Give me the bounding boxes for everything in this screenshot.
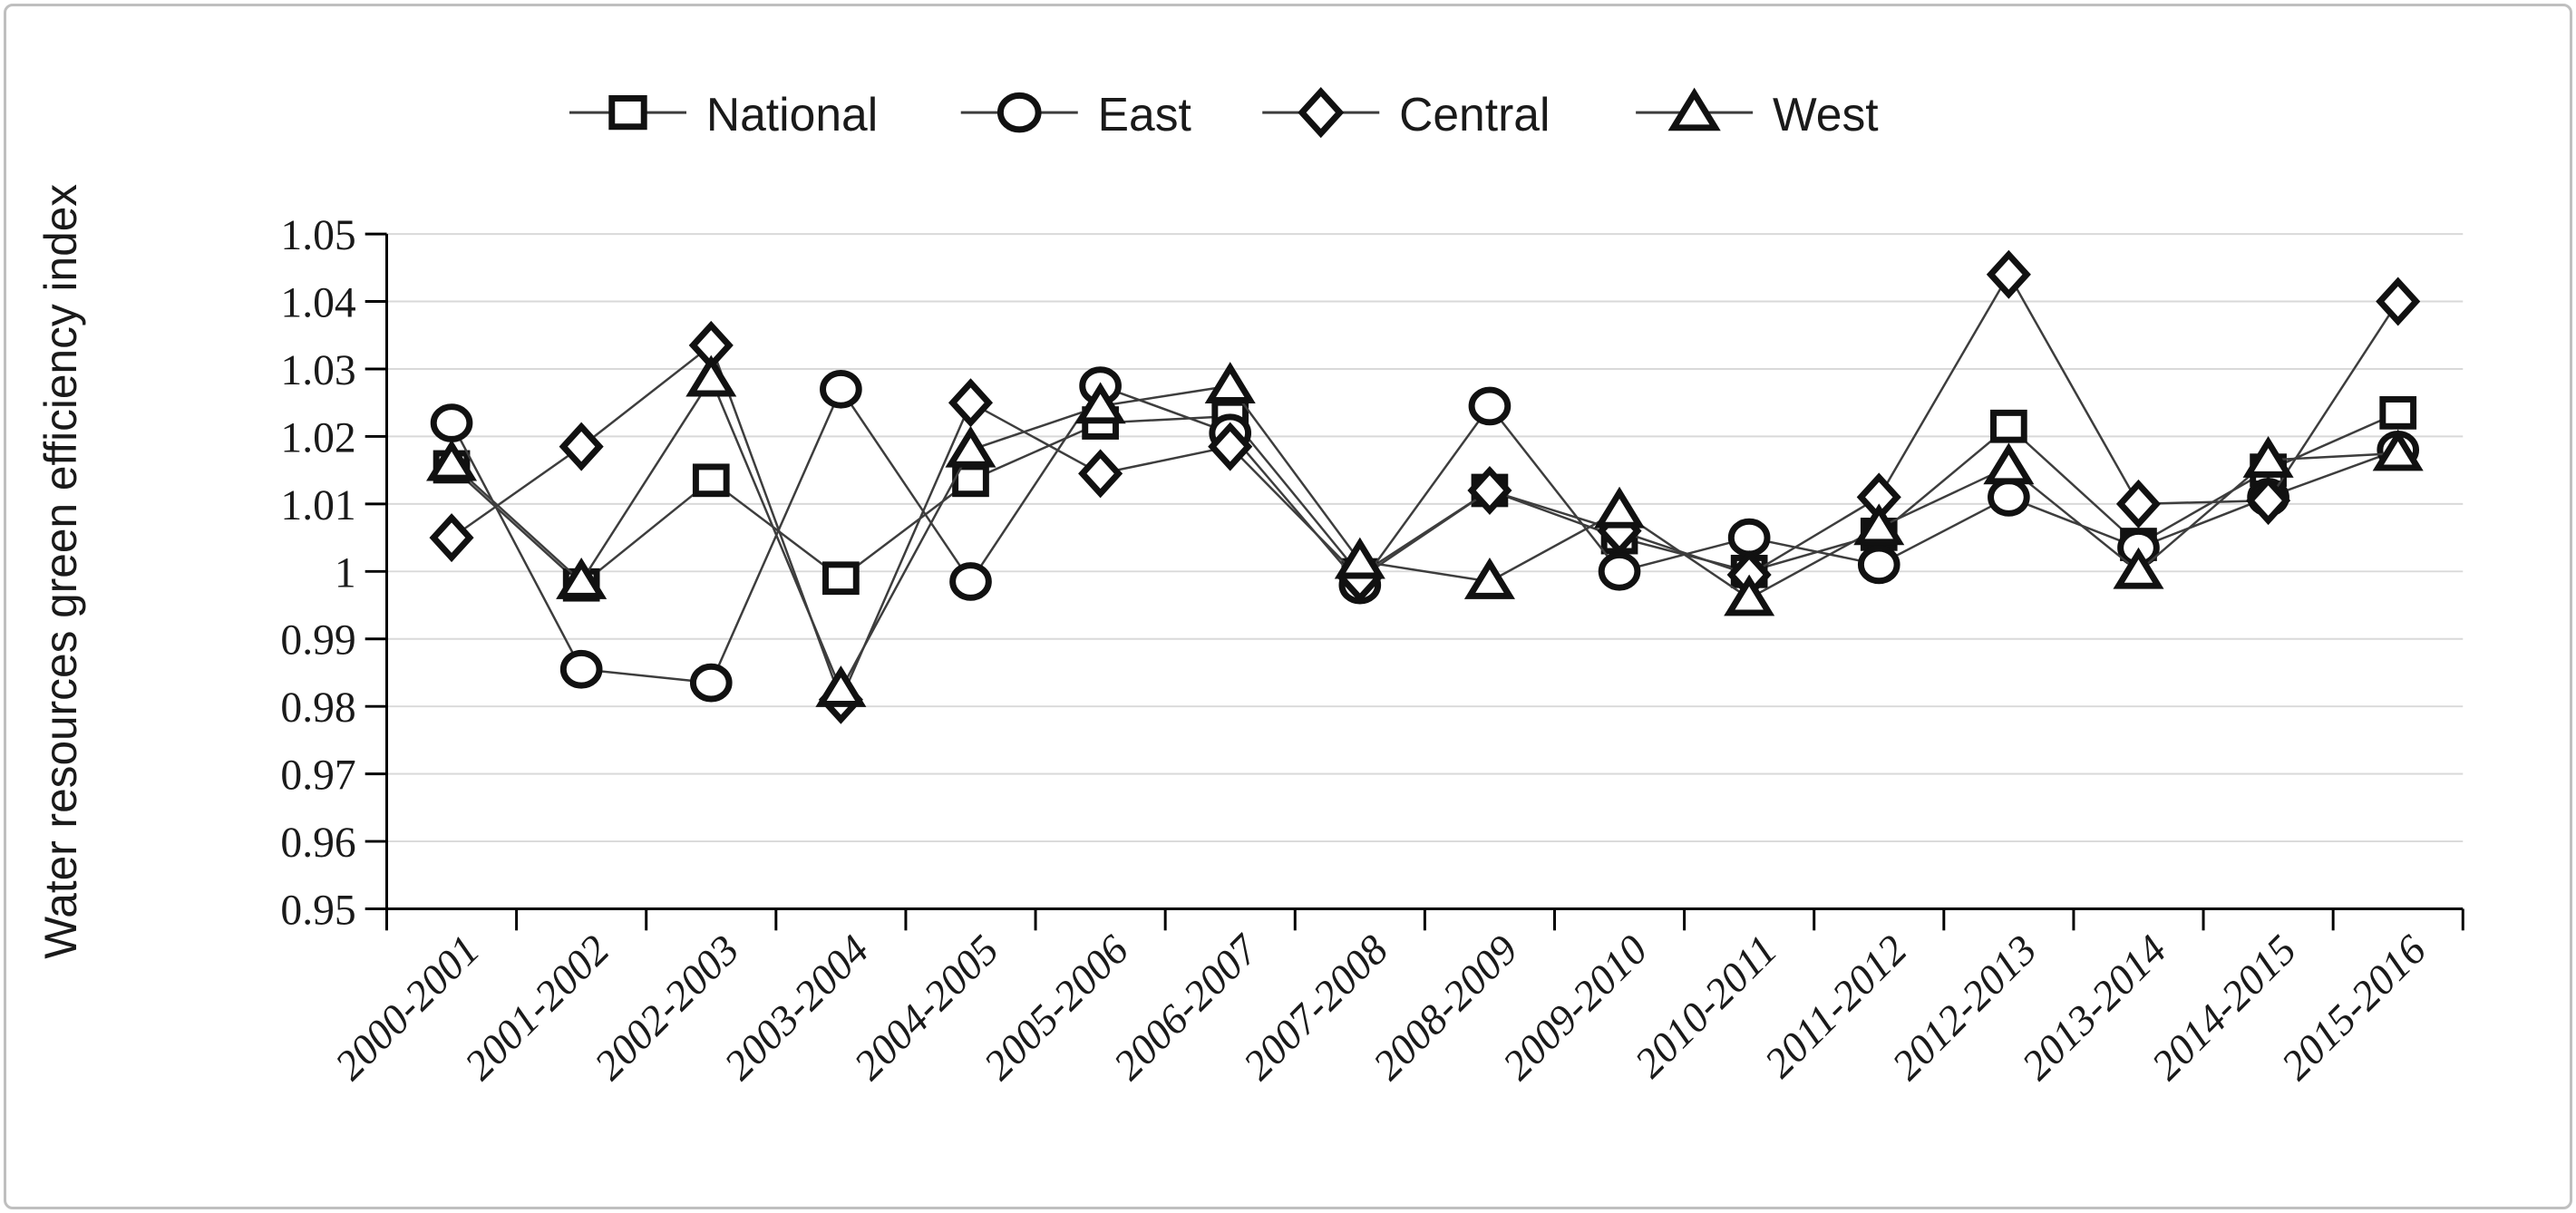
triangle-marker [1334,537,1385,579]
x-tick-label: 2015-2016 [2272,926,2435,1089]
diamond-marker [1467,465,1512,515]
chart-canvas: 1.05 1.04 1.03 1.02 1.01 1 0.99 0.98 0.97 0.96 0.9… [35,87,2464,1090]
circle-marker [1857,545,1900,585]
triangle-marker [1074,382,1126,424]
legend-label: West [1773,88,1879,141]
series-line [451,376,2398,693]
triangle-marker [2113,547,2164,589]
square-marker [692,463,730,498]
y-tick-label: 1.01 [280,482,355,529]
series-line [451,272,2399,704]
y-tick-label: 1 [335,549,356,597]
y-tick-label: 0.95 [280,887,355,934]
legend-label: National [706,88,878,141]
triangle-marker [1463,557,1515,599]
triangle-marker [1724,574,1775,616]
triangle-marker [426,439,478,481]
x-tick-label: 2010-2011 [1626,927,1786,1087]
diamond-marker [1986,249,2031,299]
circle-marker [1468,386,1512,426]
circle-marker [1727,518,1771,558]
diamond-marker [2376,277,2421,326]
square-marker [1990,409,2027,443]
triangle-marker [2242,435,2294,478]
x-axis-tick-labels: 2000-20012001-20022002-20032003-20042004… [326,926,2436,1090]
series-west [426,354,2424,707]
triangle-marker [1594,486,1646,529]
diamond-marker [1078,449,1123,499]
legend-item-central: Central [1262,87,1550,141]
y-tick-label: 1.04 [280,280,356,327]
diamond-marker [1208,422,1253,471]
legend: National East Central West [569,87,1879,141]
square-marker [608,95,647,131]
legend-item-national: National [569,88,878,141]
diamond-marker [429,513,474,563]
triangle-marker [1853,503,1905,546]
circle-marker [1988,478,2030,517]
circle-marker [559,649,603,689]
circle-marker [430,403,473,442]
y-tick-label: 1.03 [280,347,355,394]
circle-marker [820,369,862,409]
y-axis-title: Water resources green efficiency index [35,184,86,959]
legend-item-east: East [960,88,1191,141]
y-tick-label: 0.98 [280,684,355,732]
x-tick-label: 2009-2010 [1494,927,1657,1090]
triangle-marker [1667,87,1721,131]
circle-marker [1598,551,1641,591]
y-tick-label: 1.05 [280,212,355,259]
y-tick-label: 0.99 [280,617,355,665]
y-tick-label: 0.97 [280,752,355,800]
triangle-marker [685,354,737,397]
series-central [429,249,2421,724]
diamond-marker [1298,87,1345,139]
legend-label: Central [1399,88,1550,141]
circle-marker [949,562,992,601]
diamond-marker [2115,479,2162,529]
y-tick-label: 1.02 [280,414,355,461]
diamond-marker [2246,476,2291,526]
square-marker [822,561,860,596]
triangle-marker [556,557,608,599]
chart-figure: 1.05 1.04 1.03 1.02 1.01 1 0.99 0.98 0.97 0.96 0.9… [4,4,2572,1209]
y-tick-label: 0.96 [280,820,355,867]
circle-marker [996,92,1042,133]
square-marker [2379,396,2417,430]
triangle-marker [2372,429,2424,471]
triangle-marker [1983,442,2035,485]
triangle-marker [1204,362,1256,403]
diamond-marker [559,422,604,471]
triangle-marker [945,425,996,468]
axes [365,232,2464,931]
legend-label: East [1098,88,1191,141]
series-line [451,412,2399,587]
circle-marker [689,663,733,703]
legend-item-west: West [1636,87,1879,141]
triangle-marker [815,665,867,707]
y-axis-tick-labels: 1.05 1.04 1.03 1.02 1.01 1 0.99 0.98 0.97 0.96 0.9… [280,212,356,934]
diamond-marker [948,378,994,428]
